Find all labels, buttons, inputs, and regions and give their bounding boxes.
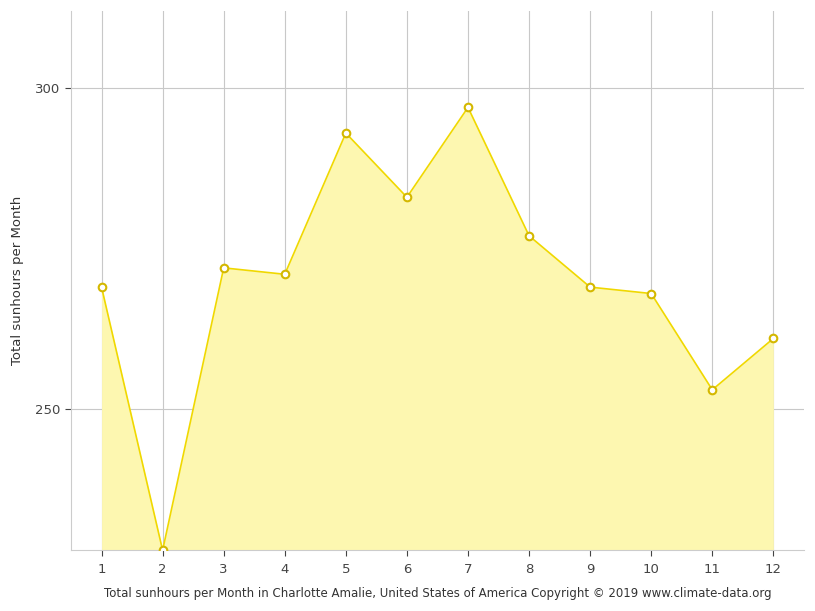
Point xyxy=(156,546,170,555)
Point xyxy=(461,103,474,112)
Point xyxy=(767,334,780,343)
Point xyxy=(339,128,352,138)
Point xyxy=(584,282,597,292)
Point xyxy=(706,385,719,395)
Y-axis label: Total sunhours per Month: Total sunhours per Month xyxy=(11,196,24,365)
Point xyxy=(95,282,108,292)
Point xyxy=(522,231,535,241)
Point xyxy=(278,269,291,279)
X-axis label: Total sunhours per Month in Charlotte Amalie, United States of America Copyright: Total sunhours per Month in Charlotte Am… xyxy=(104,587,771,600)
Point xyxy=(400,192,413,202)
Point xyxy=(645,288,658,298)
Point xyxy=(217,263,230,273)
